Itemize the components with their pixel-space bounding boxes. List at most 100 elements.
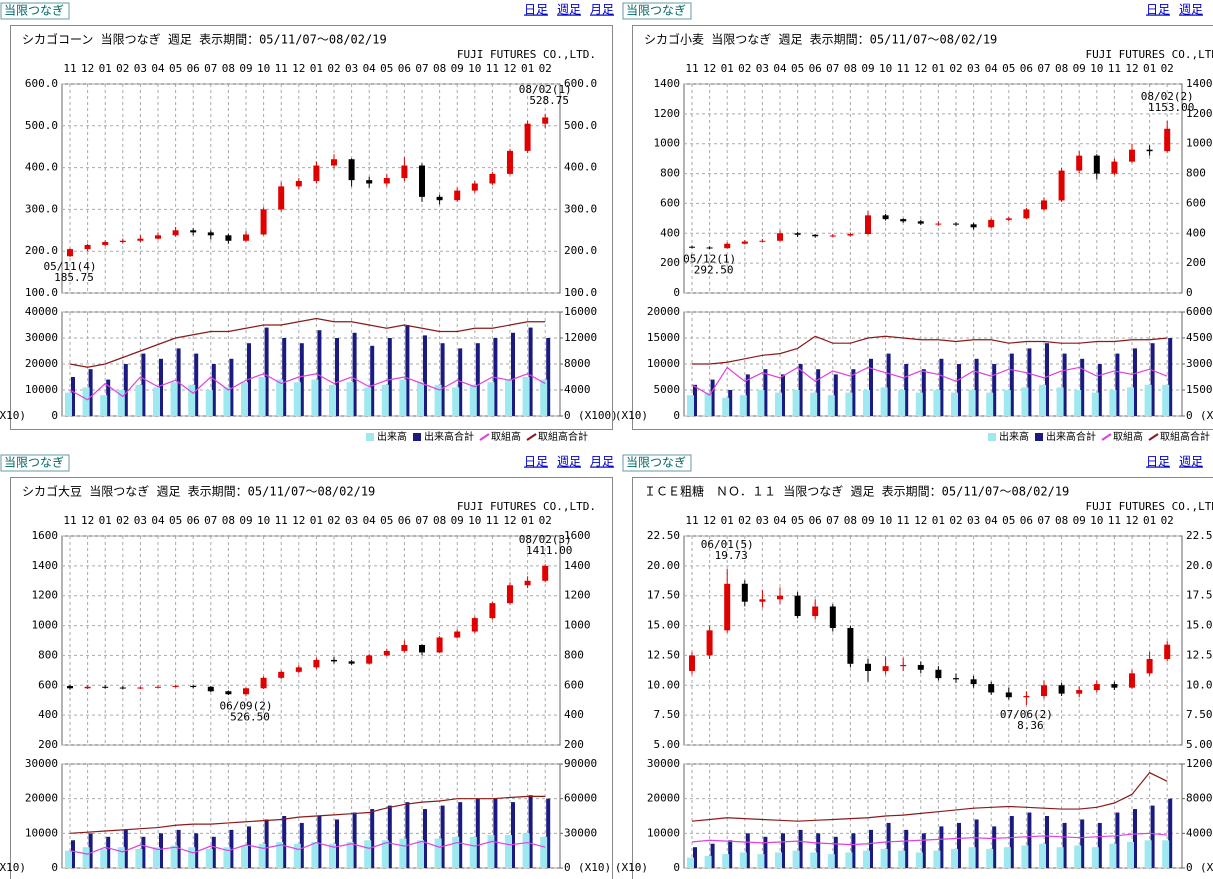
volume-bar	[1127, 387, 1134, 416]
volume-bar	[546, 338, 551, 416]
y-tick-label: 7.50	[654, 708, 681, 721]
candle-body	[777, 233, 783, 241]
candle-body	[865, 663, 871, 671]
volume-bar	[1133, 809, 1137, 868]
volume-bar	[915, 852, 923, 868]
tab[interactable]: 当限つなぎ	[4, 456, 64, 470]
tab[interactable]: 当限つなぎ	[4, 4, 64, 18]
x-tick-label: 03	[345, 62, 358, 75]
x-tick-label: 09	[1073, 514, 1086, 527]
period-link[interactable]: 週足	[1179, 455, 1203, 469]
candle-body	[689, 655, 695, 671]
volume-bar	[487, 382, 495, 416]
x-tick-label: 08	[1055, 62, 1068, 75]
volume-bar	[123, 829, 128, 868]
candle-body	[953, 223, 959, 225]
y-right-tick-label: 800	[1186, 167, 1206, 180]
x-tick-label: 10	[1090, 514, 1103, 527]
volume-bar	[1062, 822, 1067, 868]
x-tick-label: 03	[134, 62, 147, 75]
x-tick-label: 11	[1108, 62, 1121, 75]
y-right-tick-label: 400	[1186, 226, 1206, 239]
volume-bar	[1056, 847, 1064, 868]
y-tick-label: 400.0	[25, 161, 58, 174]
tab[interactable]: 当限つなぎ	[626, 4, 686, 18]
candle-body	[260, 209, 267, 235]
volume-bar	[933, 850, 941, 868]
volume-bar	[264, 327, 269, 416]
x-tick-label: 09	[451, 514, 464, 527]
candle-body	[689, 246, 695, 248]
x-tick-label: 12	[292, 62, 305, 75]
period-link[interactable]: 月足	[590, 3, 614, 17]
period-link[interactable]: 週足	[1179, 3, 1203, 17]
x-tick-label: 07	[826, 62, 839, 75]
x-tick-label: 11	[1108, 514, 1121, 527]
volume-bar	[469, 384, 477, 416]
tab-box	[0, 2, 70, 20]
tab[interactable]: 当限つなぎ	[626, 456, 686, 470]
volume-bar	[939, 358, 944, 416]
volume-bar	[781, 374, 785, 416]
volume-bar	[792, 850, 800, 868]
volume-bar	[898, 850, 906, 868]
legend-label: 取組高合計	[1160, 430, 1210, 443]
volume-bar	[329, 843, 336, 868]
volume-bar	[241, 382, 248, 416]
candle-body	[295, 667, 302, 672]
volume-bar	[722, 397, 730, 416]
candle-body	[383, 178, 390, 184]
candle-body	[331, 659, 337, 662]
x-tick-label: 01	[932, 62, 945, 75]
candle-body	[759, 599, 766, 602]
period-link[interactable]: 日足	[524, 455, 548, 469]
annotation-value: 185.75	[54, 271, 94, 284]
period-link[interactable]: 週足	[557, 3, 581, 17]
candle-body	[1093, 684, 1100, 691]
candle-body	[313, 659, 320, 668]
x-tick-label: 01	[521, 62, 534, 75]
volume-bar	[1091, 847, 1099, 868]
y-right-tick-label: 100.0	[564, 286, 597, 299]
candle-body	[419, 165, 425, 197]
period-link[interactable]: 週足	[557, 455, 581, 469]
candle-body	[419, 644, 425, 653]
y-tick-label: 0	[673, 286, 680, 299]
candle-body	[988, 684, 995, 693]
volume-bar	[968, 390, 976, 416]
y-right-tick-label: 0	[1186, 286, 1193, 299]
x-tick-label: 07	[1037, 62, 1050, 75]
y-tick-label: 500.0	[25, 119, 58, 132]
volume-bar	[1162, 840, 1170, 868]
period-link[interactable]: 日足	[1146, 3, 1170, 17]
period-link[interactable]: 日足	[524, 3, 548, 17]
volume-bar	[423, 335, 427, 416]
volume-bar	[335, 819, 339, 868]
x-tick-label: 01	[932, 514, 945, 527]
volume-bar	[417, 382, 424, 416]
annotation-value: 526.50	[230, 710, 270, 723]
y-tick-label: 800	[38, 648, 58, 661]
x-tick-label: 02	[116, 514, 129, 527]
y-tick-label: 5000	[654, 383, 681, 396]
period-link[interactable]: 日足	[1146, 455, 1170, 469]
period-link[interactable]: 月足	[590, 455, 614, 469]
volume-bar	[293, 382, 301, 416]
candle-body	[1111, 161, 1118, 174]
x-tick-label: 07	[415, 62, 428, 75]
volume-bar	[475, 798, 480, 868]
volume-bar	[863, 390, 870, 416]
volume-bar	[939, 826, 944, 868]
chart-title: ＩＣＥ粗糖 ＮＯ．１１ 当限つなぎ 週足 表示期間：05/11/07～08/02…	[644, 484, 1069, 499]
interest-line	[692, 335, 1168, 365]
volume-bar	[205, 848, 213, 868]
y-tick-label: 10000	[25, 383, 58, 396]
volume-bar	[880, 848, 888, 868]
y2-tick-label: 60000	[564, 792, 597, 805]
x-tick-label: 03	[967, 514, 980, 527]
x-tick-label: 05	[380, 514, 393, 527]
volume-bar	[135, 848, 143, 868]
volume-bar	[276, 842, 284, 868]
interest-line	[69, 795, 546, 834]
volume-bar	[757, 854, 765, 868]
